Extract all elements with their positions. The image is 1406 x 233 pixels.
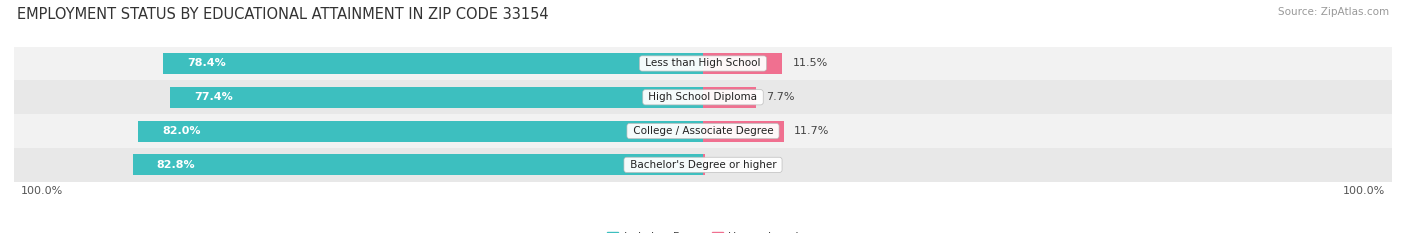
Text: 82.8%: 82.8% bbox=[156, 160, 195, 170]
Bar bbox=[138, 121, 703, 141]
Bar bbox=[14, 80, 1392, 114]
Bar bbox=[703, 121, 783, 141]
Text: EMPLOYMENT STATUS BY EDUCATIONAL ATTAINMENT IN ZIP CODE 33154: EMPLOYMENT STATUS BY EDUCATIONAL ATTAINM… bbox=[17, 7, 548, 22]
Text: 100.0%: 100.0% bbox=[1343, 186, 1385, 196]
Text: High School Diploma: High School Diploma bbox=[645, 92, 761, 102]
Text: Less than High School: Less than High School bbox=[643, 58, 763, 69]
Text: 7.7%: 7.7% bbox=[766, 92, 794, 102]
Bar bbox=[14, 114, 1392, 148]
Bar bbox=[132, 154, 703, 175]
Text: Bachelor's Degree or higher: Bachelor's Degree or higher bbox=[627, 160, 779, 170]
Text: Source: ZipAtlas.com: Source: ZipAtlas.com bbox=[1278, 7, 1389, 17]
Text: 78.4%: 78.4% bbox=[187, 58, 226, 69]
Bar bbox=[703, 87, 756, 108]
Text: 100.0%: 100.0% bbox=[21, 186, 63, 196]
Text: 11.7%: 11.7% bbox=[794, 126, 830, 136]
Bar bbox=[163, 53, 703, 74]
Legend: In Labor Force, Unemployed: In Labor Force, Unemployed bbox=[603, 227, 803, 233]
Bar bbox=[170, 87, 703, 108]
Bar bbox=[703, 53, 782, 74]
Text: College / Associate Degree: College / Associate Degree bbox=[630, 126, 776, 136]
Text: 0.3%: 0.3% bbox=[716, 160, 744, 170]
Bar bbox=[14, 47, 1392, 80]
Text: 11.5%: 11.5% bbox=[793, 58, 828, 69]
Bar bbox=[14, 148, 1392, 182]
Text: 77.4%: 77.4% bbox=[194, 92, 232, 102]
Bar bbox=[703, 154, 704, 175]
Text: 82.0%: 82.0% bbox=[162, 126, 201, 136]
